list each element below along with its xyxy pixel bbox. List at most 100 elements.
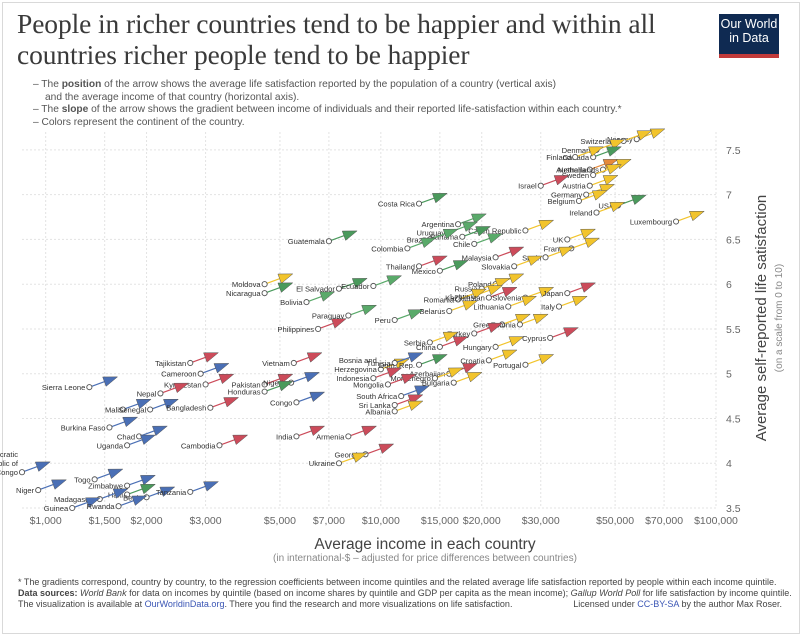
country-arrow[interactable]: Tajikistan — [155, 352, 220, 368]
country-arrow[interactable]: Chad — [117, 425, 168, 441]
country-arrow[interactable]: Honduras — [228, 381, 294, 397]
country-arrow[interactable]: Nepal — [137, 382, 190, 398]
country-arrow[interactable]: Austria — [562, 175, 619, 191]
country-arrow[interactable]: El Salvador — [296, 278, 368, 294]
country-arrow[interactable]: Bulgaria — [422, 372, 483, 388]
country-arrow[interactable]: Paraguay — [312, 304, 378, 321]
country-arrow[interactable]: Congo — [270, 391, 326, 407]
country-arrow[interactable]: Turkey — [447, 322, 504, 338]
country-arrow[interactable]: Georgia — [334, 443, 395, 459]
country-arrow[interactable]: South Africa — [356, 385, 431, 401]
country-label: Dom. Rep. — [379, 361, 415, 370]
country-arrow[interactable]: Portugal — [493, 354, 555, 370]
country-label: Bulgaria — [422, 379, 451, 388]
arrow-head — [452, 336, 469, 347]
country-arrow[interactable]: Australia — [556, 159, 619, 175]
arrow-head — [203, 352, 220, 363]
country-arrow[interactable]: Albania — [365, 400, 424, 416]
country-arrow[interactable]: Sweden — [562, 164, 623, 180]
country-arrow[interactable]: Rwanda — [87, 495, 148, 511]
country-arrow[interactable]: Ecuador — [341, 275, 403, 291]
country-arrow[interactable]: Panama — [430, 226, 492, 242]
country-arrow[interactable]: Nicaragua — [226, 282, 294, 298]
country-arrow[interactable]: Malaysia — [462, 246, 525, 262]
country-arrow[interactable]: China — [416, 336, 469, 352]
country-arrow[interactable]: Cyprus — [522, 327, 580, 343]
country-arrow[interactable]: Slovakia — [482, 255, 544, 271]
country-arrow[interactable]: Ukraine — [309, 452, 368, 468]
country-arrow[interactable]: Madagascar — [54, 488, 129, 504]
country-arrow[interactable]: Peru — [375, 309, 424, 325]
country-arrow[interactable]: Croatia — [460, 349, 518, 365]
owid-link[interactable]: OurWorldinData.org — [144, 599, 225, 610]
country-arrow[interactable]: Sierra Leone — [42, 376, 119, 392]
country-arrow[interactable]: Serbia — [404, 331, 459, 347]
country-arrow[interactable]: UK — [553, 228, 597, 244]
country-arrow[interactable]: Thailand — [386, 255, 448, 271]
country-arrow[interactable]: Chile — [453, 233, 504, 249]
arrow-head — [538, 287, 555, 298]
country-arrow[interactable]: Burkina Faso — [61, 416, 139, 432]
x-tick-label: $70,000 — [645, 515, 683, 527]
x-tick-label: $1,500 — [89, 515, 121, 527]
country-arrow[interactable]: Colombia — [371, 237, 437, 253]
country-arrow[interactable]: DemocraticRepublic ofCongo — [0, 450, 51, 477]
country-arrow[interactable]: Philippines — [277, 318, 348, 334]
country-arrow[interactable]: Zimbabwe — [88, 475, 156, 491]
country-arrow[interactable]: Armenia — [316, 425, 378, 441]
country-dot — [391, 359, 398, 367]
country-arrow[interactable]: Ireland — [569, 202, 626, 218]
country-dot — [315, 325, 322, 333]
country-arrow[interactable]: Romania — [424, 288, 487, 304]
country-arrow[interactable]: Dom. Rep. — [379, 354, 448, 370]
note-prefix: – The — [33, 104, 62, 116]
arrow-head — [361, 304, 378, 316]
country-arrow[interactable]: Estonia — [491, 313, 549, 329]
country-label: Luxembourg — [630, 218, 672, 227]
country-arrow[interactable]: Guinea — [44, 497, 102, 513]
country-arrow[interactable]: Cambodia — [181, 434, 249, 450]
country-arrow[interactable]: Hungary — [463, 336, 525, 352]
country-arrow[interactable]: Mali — [105, 398, 152, 415]
license-link[interactable]: CC-BY-SA — [637, 599, 679, 610]
country-arrow[interactable]: Guatemala — [288, 230, 358, 246]
country-arrow[interactable]: Niger — [16, 479, 68, 495]
country-arrow[interactable]: Tanzania — [156, 481, 220, 497]
country-arrow[interactable]: Uganda — [97, 434, 156, 450]
country-arrow[interactable]: Lithuania — [473, 296, 538, 312]
country-arrow[interactable]: Moldova — [232, 273, 294, 289]
country-arrow[interactable]: Israel — [518, 175, 570, 191]
country-arrow[interactable]: Cameroon — [161, 363, 230, 379]
arrow-head — [135, 398, 152, 410]
country-dot — [398, 393, 405, 400]
owid-logo[interactable]: Our World in Data — [719, 14, 779, 58]
country-arrow[interactable]: France — [544, 237, 601, 253]
country-arrow[interactable]: Kazakhstan — [445, 287, 518, 303]
country-arrow[interactable]: Czech Republic — [468, 219, 555, 235]
arrow-head — [475, 226, 492, 237]
country-arrow[interactable]: Luxembourg — [630, 210, 705, 227]
country-arrow[interactable]: Tunisia — [366, 352, 424, 368]
country-arrow[interactable]: Belgium — [547, 190, 608, 206]
arrow-head — [515, 313, 531, 325]
country-arrow[interactable]: Italy — [541, 296, 588, 312]
x-tick-label: $7,000 — [313, 515, 345, 527]
country-arrow[interactable]: Argentina — [422, 213, 487, 229]
country-arrow[interactable]: Togo — [74, 468, 124, 484]
country-arrow[interactable]: Senegal — [118, 398, 180, 415]
country-arrow[interactable]: Vietnam — [262, 352, 323, 368]
arrow-head — [553, 175, 570, 186]
country-arrow[interactable]: Indonesia — [336, 367, 403, 383]
country-label: Brazil — [407, 235, 426, 244]
country-arrow[interactable]: Costa Rica — [378, 193, 448, 209]
country-arrow[interactable]: Mongolia — [353, 373, 417, 389]
country-arrow[interactable]: Bolivia — [280, 291, 336, 307]
country-arrow[interactable]: Bangladesh — [166, 397, 240, 413]
country-arrow[interactable]: India — [276, 425, 326, 441]
country-arrow[interactable]: Belarus — [419, 300, 479, 316]
country-arrow[interactable]: Finland — [546, 146, 605, 162]
country-label: Sri Lanka — [359, 401, 392, 410]
country-arrow[interactable]: Japan — [543, 282, 597, 298]
country-label: Israel — [518, 182, 537, 191]
country-arrow[interactable]: Mexico — [412, 260, 469, 276]
